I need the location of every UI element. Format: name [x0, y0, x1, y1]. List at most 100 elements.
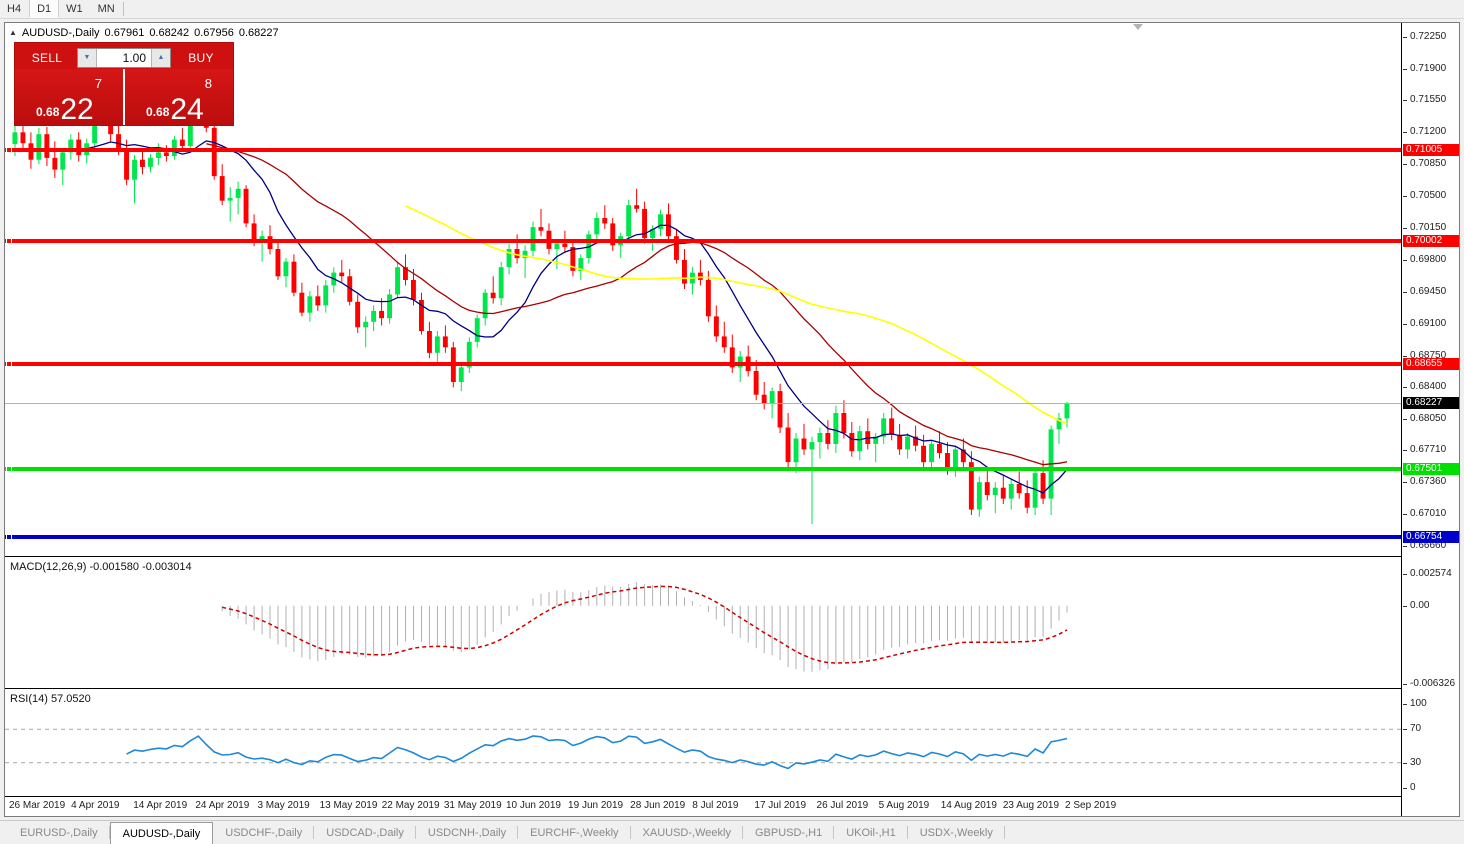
volume-decrease-icon[interactable]: ▼: [78, 48, 97, 67]
price-axis-tick: 0.72250: [1403, 31, 1459, 43]
price-axis-tick: 0.68750: [1403, 350, 1459, 362]
chart-window[interactable]: ▲ AUDUSD-,Daily 0.67961 0.68242 0.67956 …: [4, 22, 1460, 817]
volume-input[interactable]: 1.00: [97, 48, 151, 67]
one-click-trade-panel[interactable]: SELL ▼ 1.00 ▲ BUY 0.68 22 7 0.68: [15, 43, 233, 125]
chart-tab-usdchf-daily[interactable]: USDCHF-,Daily: [213, 821, 315, 844]
volume-increase-icon[interactable]: ▲: [151, 48, 170, 67]
time-axis-tick: 2 Sep 2019: [1065, 800, 1117, 811]
rsi-chart-layer: [5, 728, 1401, 770]
macd-pane-separator: [5, 556, 1401, 557]
support-1-line[interactable]: [5, 466, 1401, 473]
time-axis-tick: 3 May 2019: [257, 800, 310, 811]
time-axis-tick: 26 Jul 2019: [816, 800, 869, 811]
price-axis-tick: 0.66660: [1403, 540, 1459, 552]
chart-tab-eurchf-weekly[interactable]: EURCHF-,Weekly: [518, 821, 631, 844]
time-axis-tick: 19 Jun 2019: [568, 800, 624, 811]
time-axis-tick: 24 Apr 2019: [195, 800, 250, 811]
price-axis-tick: 0.70850: [1403, 158, 1459, 170]
chart-tab-audusd-daily[interactable]: AUDUSD-,Daily: [109, 822, 214, 844]
macd-chart-layer: [221, 582, 1068, 672]
resistance-1-line[interactable]: [5, 147, 1401, 154]
price-axis[interactable]: 0.72250 0.71900 0.71550 0.71200 0.70850 0.705…: [1401, 23, 1459, 816]
macd-axis-tick: -0.006326: [1403, 678, 1459, 690]
time-axis-tick: 13 May 2019: [319, 800, 378, 811]
time-axis-tick: 28 Jun 2019: [630, 800, 686, 811]
ohlc-close: 0.68227: [238, 27, 279, 39]
timeframe-h4[interactable]: H4: [7, 3, 22, 15]
time-axis-tick: 4 Apr 2019: [71, 800, 120, 811]
rsi-axis-tick: 100: [1403, 698, 1459, 710]
timeframe-mn[interactable]: MN: [97, 3, 115, 15]
ohlc-low: 0.67956: [194, 27, 234, 39]
price-axis-tick: 0.69100: [1403, 318, 1459, 330]
line-anchor-handle[interactable]: [6, 147, 12, 154]
line-anchor-handle[interactable]: [6, 361, 12, 368]
price-axis-label-resistance: 0.68655: [1403, 358, 1459, 371]
line-anchor-handle[interactable]: [6, 466, 12, 473]
chart-tab-xauusd-weekly[interactable]: XAUUSD-,Weekly: [631, 821, 744, 844]
ohlc-open: 0.67961: [104, 27, 145, 39]
buy-button[interactable]: BUY: [175, 47, 227, 68]
price-axis-tick: 0.67360: [1403, 476, 1459, 488]
last-price-line: [5, 403, 1401, 405]
price-axis-tick: 0.67010: [1403, 508, 1459, 520]
rsi-axis-tick: 30: [1403, 757, 1459, 769]
time-axis[interactable]: 26 Mar 2019 4 Apr 2019 14 Apr 2019 24 Apr 2…: [5, 796, 1459, 816]
rsi-axis-tick: 0: [1403, 782, 1459, 794]
trade-panel-quotes: 0.68 22 7 0.68 24 8: [15, 69, 233, 125]
line-anchor-handle[interactable]: [6, 238, 12, 245]
trade-panel-top-row: SELL ▼ 1.00 ▲ BUY: [15, 43, 233, 69]
collapse-triangle-icon[interactable]: ▲: [9, 28, 17, 37]
rsi-title: RSI(14) 57.0520: [10, 693, 91, 705]
chart-tab-gbpusd-h1[interactable]: GBPUSD-,H1: [743, 821, 835, 844]
sell-button[interactable]: SELL: [21, 47, 73, 68]
ohlc-high: 0.68242: [149, 27, 190, 39]
time-axis-tick: 31 May 2019: [443, 800, 502, 811]
sell-quote[interactable]: 0.68 22 7: [15, 69, 123, 125]
timeframe-d1[interactable]: D1: [29, 0, 60, 18]
price-axis-tick: 0.67710: [1403, 444, 1459, 456]
price-axis-tick: 0.71550: [1403, 94, 1459, 106]
time-axis-tick: 5 Aug 2019: [878, 800, 930, 811]
time-axis-tick: 17 Jul 2019: [754, 800, 807, 811]
price-axis-tick: 0.70150: [1403, 222, 1459, 234]
chart-tab-usdcnh-daily[interactable]: USDCNH-,Daily: [416, 821, 519, 844]
time-axis-tick: 14 Apr 2019: [133, 800, 188, 811]
resistance-3-line[interactable]: [5, 361, 1401, 368]
price-axis-label-resistance: 0.71005: [1403, 144, 1459, 157]
chart-canvas[interactable]: ▲ AUDUSD-,Daily 0.67961 0.68242 0.67956 …: [5, 23, 1459, 816]
chart-scroll-marker[interactable]: [1133, 24, 1144, 30]
line-anchor-handle[interactable]: [6, 534, 12, 541]
lower-band-line[interactable]: [5, 534, 1401, 541]
macd-title: MACD(12,26,9) -0.001580 -0.003014: [10, 561, 192, 573]
rsi-pane-separator: [5, 688, 1401, 689]
price-axis-tick: 0.71200: [1403, 126, 1459, 138]
resistance-2-line[interactable]: [5, 238, 1401, 245]
sell-quote-point: 7: [94, 76, 102, 91]
buy-quote[interactable]: 0.68 24 8: [123, 69, 233, 125]
macd-axis-tick: 0.002574: [1403, 568, 1459, 580]
chart-tab-ukoil-h1[interactable]: UKOil-,H1: [834, 821, 908, 844]
price-axis-tick: 0.69450: [1403, 286, 1459, 298]
buy-quote-prefix: 0.68: [146, 105, 170, 119]
price-axis-tick: 0.70500: [1403, 190, 1459, 202]
buy-quote-point: 8: [204, 76, 212, 91]
chart-tab-usdcad-daily[interactable]: USDCAD-,Daily: [314, 821, 416, 844]
chart-tab-eurusd-daily[interactable]: EURUSD-,Daily: [8, 821, 110, 844]
chart-tab-bar: EURUSD-,Daily AUDUSD-,Daily USDCHF-,Daily U…: [0, 820, 1464, 844]
time-axis-tick: 8 Jul 2019: [692, 800, 739, 811]
price-axis-label-resistance: 0.70002: [1403, 235, 1459, 248]
timeframe-w1[interactable]: W1: [66, 3, 83, 15]
time-axis-tick: 14 Aug 2019: [940, 800, 997, 811]
price-axis-label-last: 0.68227: [1403, 397, 1459, 410]
price-axis-tick: 0.68050: [1403, 413, 1459, 425]
time-axis-tick: 22 May 2019: [381, 800, 440, 811]
volume-stepper[interactable]: ▼ 1.00 ▲: [77, 47, 171, 68]
price-axis-label-support: 0.67501: [1403, 463, 1459, 476]
price-axis-tick: 0.68400: [1403, 381, 1459, 393]
sell-quote-prefix: 0.68: [36, 105, 60, 119]
buy-quote-main: 24: [170, 92, 204, 126]
chart-tab-usdx-weekly[interactable]: USDX-,Weekly: [908, 821, 1006, 844]
macd-axis-tick: 0.00: [1403, 600, 1459, 612]
